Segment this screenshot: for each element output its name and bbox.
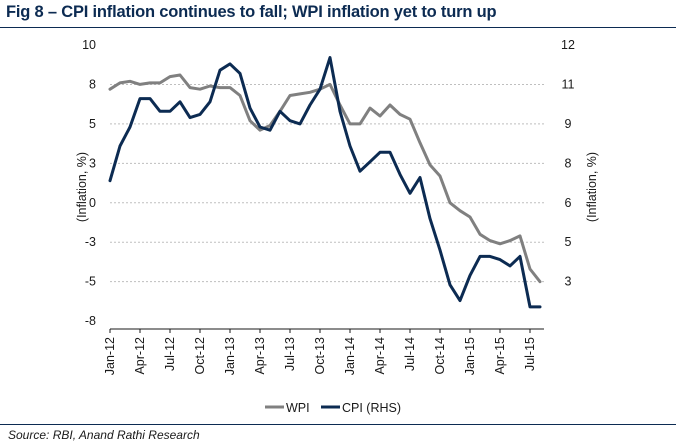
bottom-divider (0, 424, 676, 425)
left-tick-label: 8 (89, 77, 96, 91)
left-tick-label: 5 (89, 117, 96, 131)
x-tick-label: Apr-12 (133, 337, 147, 375)
line-chart: Jan-12 Apr-12 Jul-12 Oct-12 Jan-13 Apr-13 Jul-… (75, 38, 599, 415)
x-tick-label: Apr-15 (493, 337, 507, 375)
series-lines (108, 56, 542, 309)
right-axis-title: (Inflation, %) (585, 152, 599, 222)
right-tick-label: 3 (565, 275, 572, 289)
right-tick-label: 6 (565, 196, 572, 210)
x-tick-label: Jan-15 (463, 337, 477, 375)
x-tick-label: Apr-13 (253, 337, 267, 375)
x-tick-label: Oct-12 (193, 337, 207, 375)
right-tick-label: 12 (561, 38, 575, 52)
left-tick-label: -3 (85, 235, 96, 249)
series-line-cpi (108, 56, 542, 309)
x-axis-ticks: Jan-12 Apr-12 Jul-12 Oct-12 Jan-13 Apr-13 Jul-… (103, 329, 537, 375)
left-axis-title: (Inflation, %) (75, 152, 89, 222)
left-tick-label: -5 (85, 275, 96, 289)
x-tick-label: Jul-14 (403, 337, 417, 371)
left-tick-label: 10 (82, 38, 96, 52)
x-tick-label: Jan-13 (223, 337, 237, 375)
left-tick-label: 3 (89, 156, 96, 170)
x-tick-label: Oct-13 (313, 337, 327, 375)
chart-title: Fig 8 – CPI inflation continues to fall;… (6, 3, 497, 21)
right-tick-label: 5 (565, 235, 572, 249)
x-tick-label: Jul-15 (523, 337, 537, 371)
series-line-wpi (108, 73, 542, 284)
legend-label-cpi: CPI (RHS) (342, 401, 401, 415)
legend-label-wpi: WPI (286, 401, 310, 415)
x-tick-label: Jan-14 (343, 337, 357, 375)
right-tick-label: 9 (565, 117, 572, 131)
x-tick-label: Jul-12 (163, 337, 177, 371)
right-tick-label: 8 (565, 156, 572, 170)
x-tick-label: Jul-13 (283, 337, 297, 371)
left-tick-label: -8 (85, 314, 96, 328)
right-tick-label: 11 (562, 77, 575, 91)
top-divider (0, 27, 676, 28)
gridlines (110, 83, 544, 283)
x-tick-label: Jan-12 (103, 337, 117, 375)
x-tick-label: Apr-14 (373, 337, 387, 375)
left-tick-label: 0 (89, 196, 96, 210)
right-axis-ticks: 12 11 9 8 6 5 3 (561, 38, 575, 289)
legend: WPI CPI (RHS) (265, 401, 401, 415)
source-note: Source: RBI, Anand Rathi Research (8, 428, 200, 442)
left-axis-ticks: 10 8 5 3 0 -3 -5 -8 (82, 38, 96, 328)
x-tick-label: Oct-14 (433, 337, 447, 375)
